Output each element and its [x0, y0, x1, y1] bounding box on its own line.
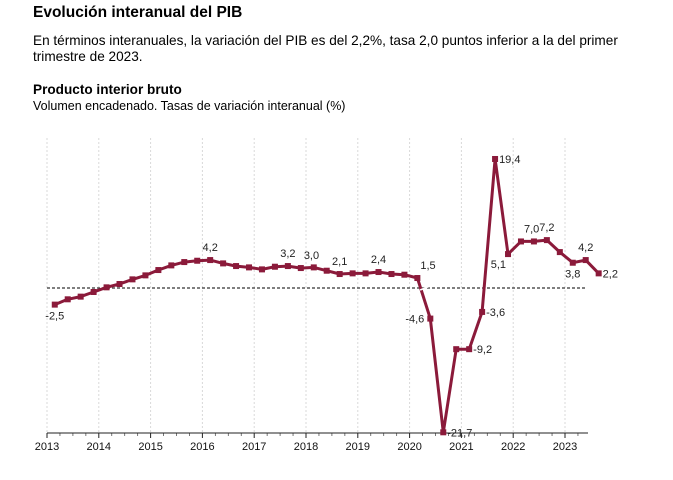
data-point: [336, 271, 343, 278]
x-tick-label-2021: 2021: [449, 441, 473, 453]
data-label: 7,0: [524, 223, 539, 235]
data-label: 3,0: [304, 250, 319, 262]
data-point: [388, 271, 395, 278]
data-point: [77, 293, 84, 300]
data-point: [453, 346, 460, 353]
chart-title: Producto interior bruto: [33, 82, 182, 97]
data-point: [142, 272, 149, 279]
data-point: [505, 251, 512, 258]
data-point: [362, 270, 369, 277]
data-point: [323, 267, 330, 274]
x-tick-label-2013: 2013: [35, 441, 59, 453]
x-tick-label-2022: 2022: [501, 441, 525, 453]
data-point: [181, 259, 188, 266]
data-point: [258, 266, 265, 273]
x-tick-label-2017: 2017: [242, 441, 266, 453]
data-point: [530, 238, 537, 245]
x-tick-label-2020: 2020: [397, 441, 421, 453]
data-point: [194, 257, 201, 264]
intro-text: En términos interanuales, la variación d…: [33, 33, 618, 64]
data-label: 1,5: [420, 260, 435, 272]
data-point: [297, 265, 304, 272]
data-point: [207, 257, 214, 264]
data-point: [233, 263, 240, 270]
data-label: 2,2: [603, 268, 618, 280]
data-label: 2,1: [332, 256, 347, 268]
x-tick-label-2018: 2018: [294, 441, 318, 453]
data-point: [168, 262, 175, 269]
axis-break-mark: [419, 285, 431, 291]
series-line: [54, 157, 600, 434]
data-label: -2,5: [45, 311, 64, 323]
data-point: [401, 271, 408, 278]
data-label: 3,8: [565, 269, 580, 281]
data-label: -21,7: [447, 427, 472, 439]
data-point: [64, 296, 71, 303]
data-point: [51, 301, 58, 308]
data-label: 4,2: [203, 242, 218, 254]
data-point: [220, 260, 227, 267]
data-point: [414, 275, 421, 282]
data-point: [155, 267, 162, 274]
grid-layer: [46, 138, 566, 433]
data-point: [375, 269, 382, 276]
data-label: 3,2: [280, 248, 295, 260]
data-point: [556, 249, 563, 256]
data-label: -4,6: [405, 314, 424, 326]
x-tick-label-2016: 2016: [190, 441, 214, 453]
x-tick-label-2015: 2015: [138, 441, 162, 453]
data-point: [349, 270, 356, 277]
data-label: 7,2: [539, 222, 554, 234]
data-label: 2,4: [371, 254, 386, 266]
data-point: [595, 270, 602, 277]
data-point: [466, 346, 473, 353]
section-title: Evolución interanual del PIB: [33, 4, 243, 21]
data-point: [517, 238, 524, 245]
data-point: [103, 284, 110, 291]
data-labels: -2,5 4,2 3,2 3,0 2,1 2,4 1,5 -4,6 -21,7 -9,2 -3,6 1…: [45, 154, 618, 439]
data-point: [116, 281, 123, 288]
x-axis: 2013 2014 2015 2016 2017 2018 2019 2020 2021 2022…: [35, 432, 588, 453]
data-label: -9,2: [473, 344, 492, 356]
data-point: [284, 263, 291, 270]
chart-subtitle: Volumen encadenado. Tasas de variación i…: [33, 99, 346, 113]
data-point: [427, 315, 434, 322]
data-point: [543, 237, 550, 244]
data-label: 4,2: [578, 242, 593, 254]
data-label: -3,6: [486, 307, 505, 319]
x-tick-label-2014: 2014: [87, 441, 111, 453]
data-point: [90, 288, 97, 295]
data-point: [246, 264, 253, 271]
x-tick-label-2019: 2019: [346, 441, 370, 453]
data-point: [582, 257, 589, 264]
data-point: [440, 429, 447, 436]
data-label: 19,4: [499, 154, 520, 166]
series-layer: [51, 155, 602, 436]
data-point: [492, 155, 499, 162]
x-tick-label-2023: 2023: [553, 441, 577, 453]
data-label: 5,1: [491, 259, 506, 271]
data-point: [310, 264, 317, 271]
data-point: [129, 276, 136, 283]
data-point: [271, 263, 278, 270]
data-point: [479, 308, 486, 315]
data-point: [569, 259, 576, 266]
